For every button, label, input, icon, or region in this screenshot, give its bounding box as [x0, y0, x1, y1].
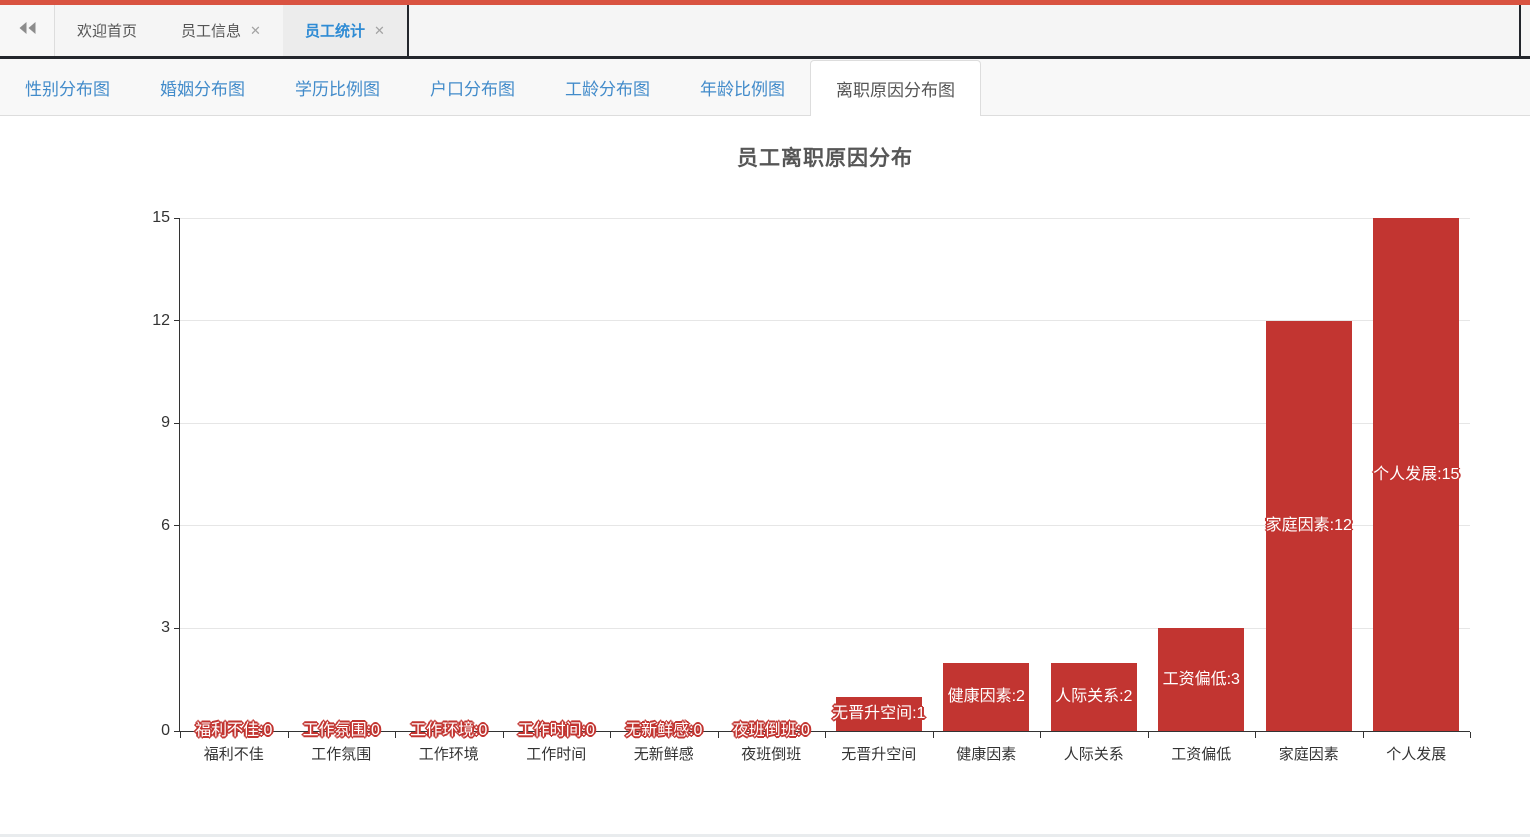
bar-value-label: 夜班倒班:0: [732, 722, 810, 739]
y-axis-line: [179, 218, 180, 732]
x-axis-category-label: 工作环境: [418, 746, 479, 763]
x-axis-category-label: 健康因素: [956, 746, 1017, 763]
chart-tab-label: 户口分布图: [430, 80, 515, 99]
x-axis-tick: [502, 732, 504, 738]
bar-value-label: 福利不佳:0: [195, 722, 273, 739]
bar: [943, 662, 1030, 731]
bar-value-label: 家庭因素:12: [1265, 516, 1352, 534]
bar-value-label: 健康因素:2: [947, 687, 1025, 705]
bar-value-label: 无晋升空间:1: [832, 704, 926, 722]
chart-tab-5[interactable]: 工龄分布图: [540, 60, 675, 115]
x-axis-tick: [1362, 732, 1364, 738]
bottom-edge-strip: [0, 834, 1530, 837]
bar-value-label: 工作环境:0: [410, 722, 488, 739]
x-axis-tick: [1470, 732, 1471, 738]
chart-tab-1[interactable]: 性别分布图: [0, 60, 135, 115]
main-tab-label: 欢迎首页: [77, 23, 138, 40]
x-axis-category-label: 工作时间: [526, 746, 587, 763]
chart-tab-label: 离职原因分布图: [836, 81, 955, 100]
bar: [1050, 662, 1137, 731]
chart-tab-label: 学历比例图: [295, 80, 380, 99]
collapse-tabs-button[interactable]: [0, 5, 55, 56]
main-tab-1[interactable]: 欢迎首页: [55, 5, 159, 56]
chart-tab-label: 婚姻分布图: [160, 80, 245, 99]
chart-tab-2[interactable]: 婚姻分布图: [135, 60, 270, 115]
tabbar-right-divider: [1519, 5, 1521, 56]
y-axis-tick-label: 6: [161, 516, 170, 534]
session-tabs: 欢迎首页 员工信息 ✕ 员工统计 ✕: [55, 5, 409, 56]
x-axis-category-label: 个人发展: [1386, 746, 1447, 763]
y-axis-tick: [174, 730, 180, 732]
bar: [1158, 628, 1245, 731]
chart-type-tabbar: 性别分布图 婚姻分布图 学历比例图 户口分布图 工龄分布图 年龄比例图 离职原因分布图: [0, 59, 1530, 116]
y-axis-tick-label: 9: [161, 414, 170, 432]
x-axis-category-label: 家庭因素: [1278, 746, 1339, 763]
x-axis-tick: [932, 732, 934, 738]
chart-tab-label: 工龄分布图: [565, 80, 650, 99]
y-axis-tick: [174, 525, 180, 527]
double-chevron-left-icon: [18, 21, 37, 40]
bar: [835, 696, 922, 731]
chart-tab-6[interactable]: 年龄比例图: [675, 60, 810, 115]
x-axis-category-label: 工资偏低: [1171, 746, 1232, 763]
x-axis-tick: [395, 732, 396, 738]
x-axis-tick: [717, 732, 719, 738]
tab-close-icon[interactable]: ✕: [250, 23, 261, 38]
chart-tab-7[interactable]: 离职原因分布图: [810, 60, 981, 116]
y-axis-tick: [174, 320, 180, 322]
y-axis-tick: [174, 422, 180, 424]
bar: [1373, 218, 1460, 731]
y-axis-tick: [174, 217, 180, 219]
y-axis-tick: [174, 627, 180, 629]
bar-value-label: 工作时间:0: [517, 722, 595, 739]
grid-line: [180, 525, 1470, 527]
session-tabbar: 欢迎首页 员工信息 ✕ 员工统计 ✕: [0, 5, 1530, 59]
bar-value-label: 工资偏低:3: [1162, 670, 1240, 688]
x-axis-tick: [825, 732, 826, 738]
grid-line: [180, 422, 1470, 424]
y-axis-tick-label: 15: [152, 209, 170, 226]
x-axis-category-label: 人际关系: [1063, 746, 1124, 763]
x-axis-tick: [1255, 732, 1256, 738]
y-axis-tick-label: 0: [161, 722, 170, 739]
chart-canvas: 员工离职原因分布 0 3 6 9 12 15 福利不佳:0 福利不佳 工作氛围:0 工作氛围 工作环…: [0, 116, 1530, 835]
main-tab-2[interactable]: 员工信息 ✕: [159, 5, 283, 56]
x-axis-tick: [610, 732, 611, 738]
chart-title: 员工离职原因分布: [737, 147, 913, 170]
grid-line: [180, 217, 1470, 219]
x-axis-tick: [180, 732, 181, 738]
x-axis-tick: [1040, 732, 1041, 738]
bar-value-label: 个人发展:15: [1373, 465, 1460, 483]
grid-line: [180, 320, 1470, 322]
x-axis-category-label: 无新鲜感: [633, 746, 694, 763]
main-tab-3[interactable]: 员工统计 ✕: [282, 5, 409, 56]
grid-line: [180, 627, 1470, 629]
chart-tab-4[interactable]: 户口分布图: [405, 60, 540, 115]
x-axis-category-label: 福利不佳: [203, 746, 264, 763]
main-tab-label: 员工信息: [181, 23, 242, 40]
tab-close-icon[interactable]: ✕: [373, 23, 385, 38]
bar-value-label: 工作氛围:0: [302, 722, 380, 739]
main-tab-label: 员工统计: [304, 23, 365, 40]
bar: [1265, 320, 1352, 731]
x-axis-line: [179, 731, 1470, 732]
x-axis-category-label: 无晋升空间: [841, 746, 917, 763]
chart-tab-label: 性别分布图: [25, 80, 110, 99]
chart-tab-3[interactable]: 学历比例图: [270, 60, 405, 115]
x-axis-tick: [287, 732, 289, 738]
top-accent-bar: [0, 0, 1530, 5]
x-axis-category-label: 夜班倒班: [741, 746, 802, 763]
x-axis-tick: [1147, 732, 1149, 738]
y-axis-tick-label: 12: [152, 311, 170, 329]
x-axis-category-label: 工作氛围: [311, 746, 372, 763]
bar-value-label: 人际关系:2: [1055, 687, 1133, 705]
y-axis-tick-label: 3: [161, 619, 170, 637]
bar-value-label: 无新鲜感:0: [625, 722, 703, 739]
chart-tab-label: 年龄比例图: [700, 80, 785, 99]
